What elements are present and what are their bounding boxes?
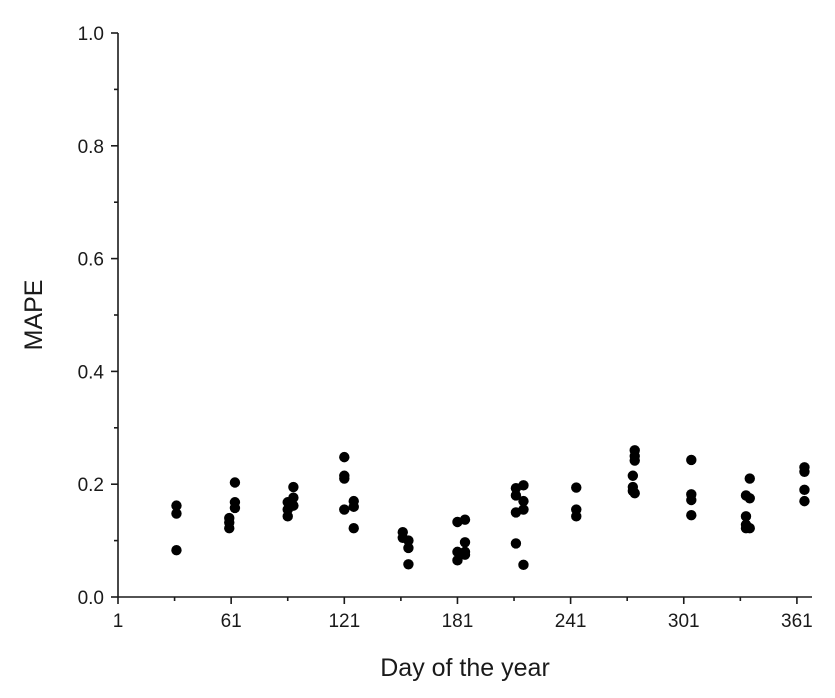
data-point: [744, 493, 755, 504]
x-tick-label: 361: [781, 611, 813, 632]
data-point: [339, 504, 350, 515]
y-tick-label: 1.0: [78, 24, 104, 45]
data-point: [171, 500, 182, 511]
data-point: [518, 559, 529, 571]
axes: [117, 33, 812, 598]
data-point: [229, 477, 241, 488]
data-point: [799, 466, 810, 477]
data-point: [510, 538, 522, 549]
y-tick-label: 0.2: [78, 475, 104, 496]
y-axis-title: MAPE: [20, 280, 48, 351]
x-tick-label: 61: [221, 611, 242, 632]
y-tick-label: 0.6: [78, 250, 104, 271]
data-point: [518, 504, 529, 515]
data-point: [452, 555, 463, 566]
data-point: [686, 510, 697, 521]
y-tick-label: 0.8: [78, 137, 104, 158]
data-point: [571, 511, 582, 522]
y-axis-ticks: 0.0 0.2 0.4 0.6 0.8 1.0: [78, 24, 118, 609]
x-axis-ticks: 1 61 121 181 241 301 361: [113, 597, 813, 632]
data-point: [288, 492, 299, 503]
data-point: [282, 511, 293, 522]
x-tick-label: 1: [113, 611, 124, 632]
data-point: [629, 455, 640, 466]
data-point: [459, 537, 471, 548]
data-point: [348, 522, 359, 534]
data-point: [403, 559, 414, 570]
data-point: [403, 535, 414, 546]
data-point: [171, 544, 182, 556]
data-point: [459, 549, 471, 560]
data-point: [518, 495, 529, 507]
data-point: [686, 494, 697, 506]
x-tick-label: 181: [442, 611, 474, 632]
data-point: [686, 454, 697, 466]
data-points: [171, 445, 810, 571]
data-point: [224, 522, 235, 534]
data-point: [339, 473, 350, 484]
data-point: [288, 500, 299, 511]
y-tick-label: 0.4: [78, 362, 105, 383]
x-tick-label: 241: [555, 611, 587, 632]
data-point: [744, 522, 755, 534]
data-point: [288, 481, 299, 493]
x-tick-label: 121: [328, 611, 360, 632]
data-point: [629, 488, 640, 499]
data-point: [740, 511, 752, 522]
x-tick-label: 301: [668, 611, 700, 632]
data-point: [799, 484, 810, 496]
data-point: [744, 473, 755, 484]
data-point: [510, 490, 522, 501]
data-point: [459, 514, 471, 525]
data-point: [571, 482, 582, 493]
data-point: [627, 470, 639, 481]
data-point: [403, 542, 414, 554]
data-point: [339, 451, 350, 463]
y-tick-label: 0.0: [78, 588, 104, 609]
data-point: [348, 501, 359, 512]
data-point: [229, 502, 241, 514]
data-point: [518, 480, 529, 491]
data-point: [171, 508, 182, 519]
x-axis-title: Day of the year: [380, 654, 550, 682]
data-point: [799, 495, 810, 507]
